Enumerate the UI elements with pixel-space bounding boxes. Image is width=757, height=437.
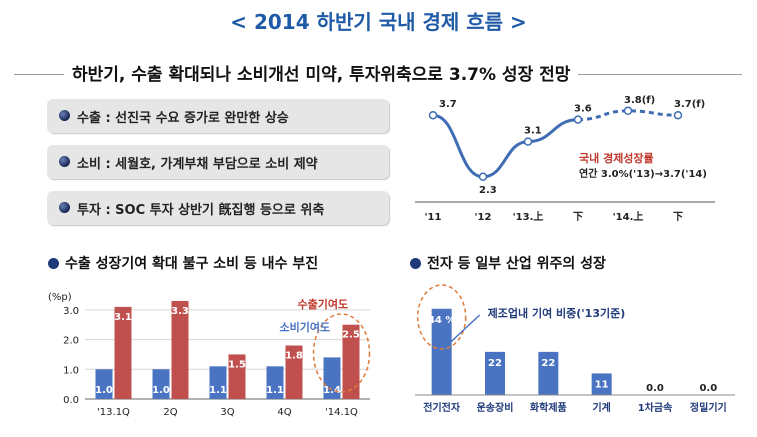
bar-value-label: 3.1 [114,312,132,323]
growth-line-forecast [577,109,679,122]
bar-export [114,306,132,399]
growth-annotation-title: 국내 경제성장률 [579,151,654,165]
growth-point [573,115,583,124]
highlight-circle [416,284,467,350]
growth-point [428,110,438,120]
industry-value-label: 22 [488,358,502,369]
industry-bar-chart: 44 % 전기전자 22 운송장비 22 화학제품 11 기계 0.0 1차금속 0.0 정밀기기 제… [415,284,735,414]
growth-line-chart: '11 '12 '13.上 下 '14.上 下 3.7 2.3 3.1 3.6 3.8(f) 3.7… [415,95,715,223]
growth-x-tick-label: '11 [425,212,442,223]
industry-x-tick-label: 화학제품 [530,401,567,414]
growth-point-label: 3.7(f) [674,99,705,110]
bar-value-label: 3.3 [171,306,189,317]
growth-x-tick-label: '13.上 [513,210,544,223]
industry-x-tick-label: 기계 [592,401,610,414]
industry-value-label: 0.0 [699,383,717,394]
bullet-investment-text: 투자 : SOC 투자 상반기 旣집행 등으로 위축 [77,203,325,218]
bar-consumption [95,369,113,399]
industry-value-label: 11 [595,379,609,390]
industry-x-tick-label: 운송장비 [477,401,514,414]
growth-annotation-text: 연간 3.0%('13)→3.7('14) [579,167,707,180]
bullet-dot-icon [59,110,70,121]
bar-consumption [209,366,227,399]
bar-export [342,324,360,399]
growth-point-label: 3.8(f) [624,95,655,106]
bar-value-label: 1.4 [323,385,341,396]
legend-export: 수출기여도 [298,297,349,311]
growth-x-tick-label: '12 [475,212,492,223]
bar-value-label: 1.1 [266,385,284,396]
bar-export [171,300,189,399]
growth-x-tick-label: 下 [673,211,683,223]
annotation-pointer [449,314,481,344]
contribution-bar-chart: (%p) 0.0 1.0 2.0 3.0 1.0 3.1 '13.1Q 1.0 3.3 2Q 1.1… [48,292,371,418]
growth-point [523,137,533,146]
bullet-export: 수출 : 선진국 수요 증가로 완만한 상승 [47,99,389,133]
growth-line-actual [432,113,579,179]
growth-point-label: 3.6 [574,104,592,115]
industry-annotation: 제조업내 기여 비중('13기준) [488,306,626,320]
bar-value-label: 1.0 [95,385,113,396]
bar-export [285,345,303,399]
growth-point [623,106,633,116]
industry-value-label: 22 [541,358,555,369]
industry-x-tick-label: 1차금속 [638,401,673,414]
page-title: < 2014 하반기 국내 경제 흐름 > [230,10,527,34]
bullet-dot-icon [59,202,70,213]
industry-bar [485,351,505,395]
industry-value-label: 44 % [428,315,455,326]
bar-consumption [323,357,341,399]
industry-bar [538,351,559,395]
bullet-export-text: 수출 : 선진국 수요 증가로 완만한 상승 [77,111,289,126]
growth-point [478,172,488,182]
bar-value-label: 1.5 [228,359,246,370]
bar-consumption [266,366,284,399]
bar-export [228,354,246,399]
growth-x-tick-label: '14.上 [613,210,644,223]
bar-x-tick-label: 4Q [277,407,291,418]
left-section-heading: 수출 성장기여 확대 불구 소비 등 내수 부진 [48,253,318,273]
growth-point-label: 2.3 [479,185,497,196]
bar-unit-label: (%p) [48,292,72,303]
bar-value-label: 1.8 [285,351,303,362]
industry-x-tick-label: 정밀기기 [690,401,727,414]
bar-x-tick-label: '13.1Q [97,407,130,418]
growth-x-tick-label: 下 [573,211,583,223]
bullet-consumption-text: 소비 : 세월호, 가계부채 부담으로 소비 제약 [77,157,318,172]
industry-bar [431,308,452,395]
right-section-heading: 전자 등 일부 산업 위주의 성장 [410,253,606,273]
growth-point-label: 3.7 [439,99,457,110]
section-dot-icon [48,258,59,269]
bar-value-label: 1.0 [152,385,170,396]
bar-x-tick-label: 3Q [220,407,234,418]
page-subtitle: 하반기, 수출 확대되나 소비개선 미약, 투자위축으로 3.7% 성장 전망 [64,60,579,85]
bullet-consumption: 소비 : 세월호, 가계부채 부담으로 소비 제약 [47,145,389,179]
section-dot-icon [410,258,421,269]
bar-value-label: 2.5 [342,330,360,341]
right-section-title: 전자 등 일부 산업 위주의 성장 [427,256,606,272]
bar-y-tick-label: 0.0 [63,395,79,406]
industry-bar [591,373,612,395]
industry-value-label: 0.0 [646,383,664,394]
bar-x-tick-label: '14.1Q [325,407,358,418]
bullet-investment: 투자 : SOC 투자 상반기 旣집행 등으로 위축 [47,191,389,225]
bar-x-tick-label: 2Q [163,407,177,418]
bar-y-tick-label: 1.0 [63,365,79,376]
growth-point [673,110,683,120]
industry-x-tick-label: 전기전자 [423,401,461,414]
bullet-dot-icon [59,156,70,167]
bar-consumption [152,369,170,399]
bar-y-tick-label: 3.0 [63,306,79,317]
left-section-title: 수출 성장기여 확대 불구 소비 등 내수 부진 [65,256,319,272]
highlight-circle [312,313,371,393]
bar-value-label: 1.1 [209,385,227,396]
growth-point-label: 3.1 [524,126,542,137]
legend-consumption: 소비기여도 [280,320,331,334]
bar-y-tick-label: 2.0 [63,336,79,347]
